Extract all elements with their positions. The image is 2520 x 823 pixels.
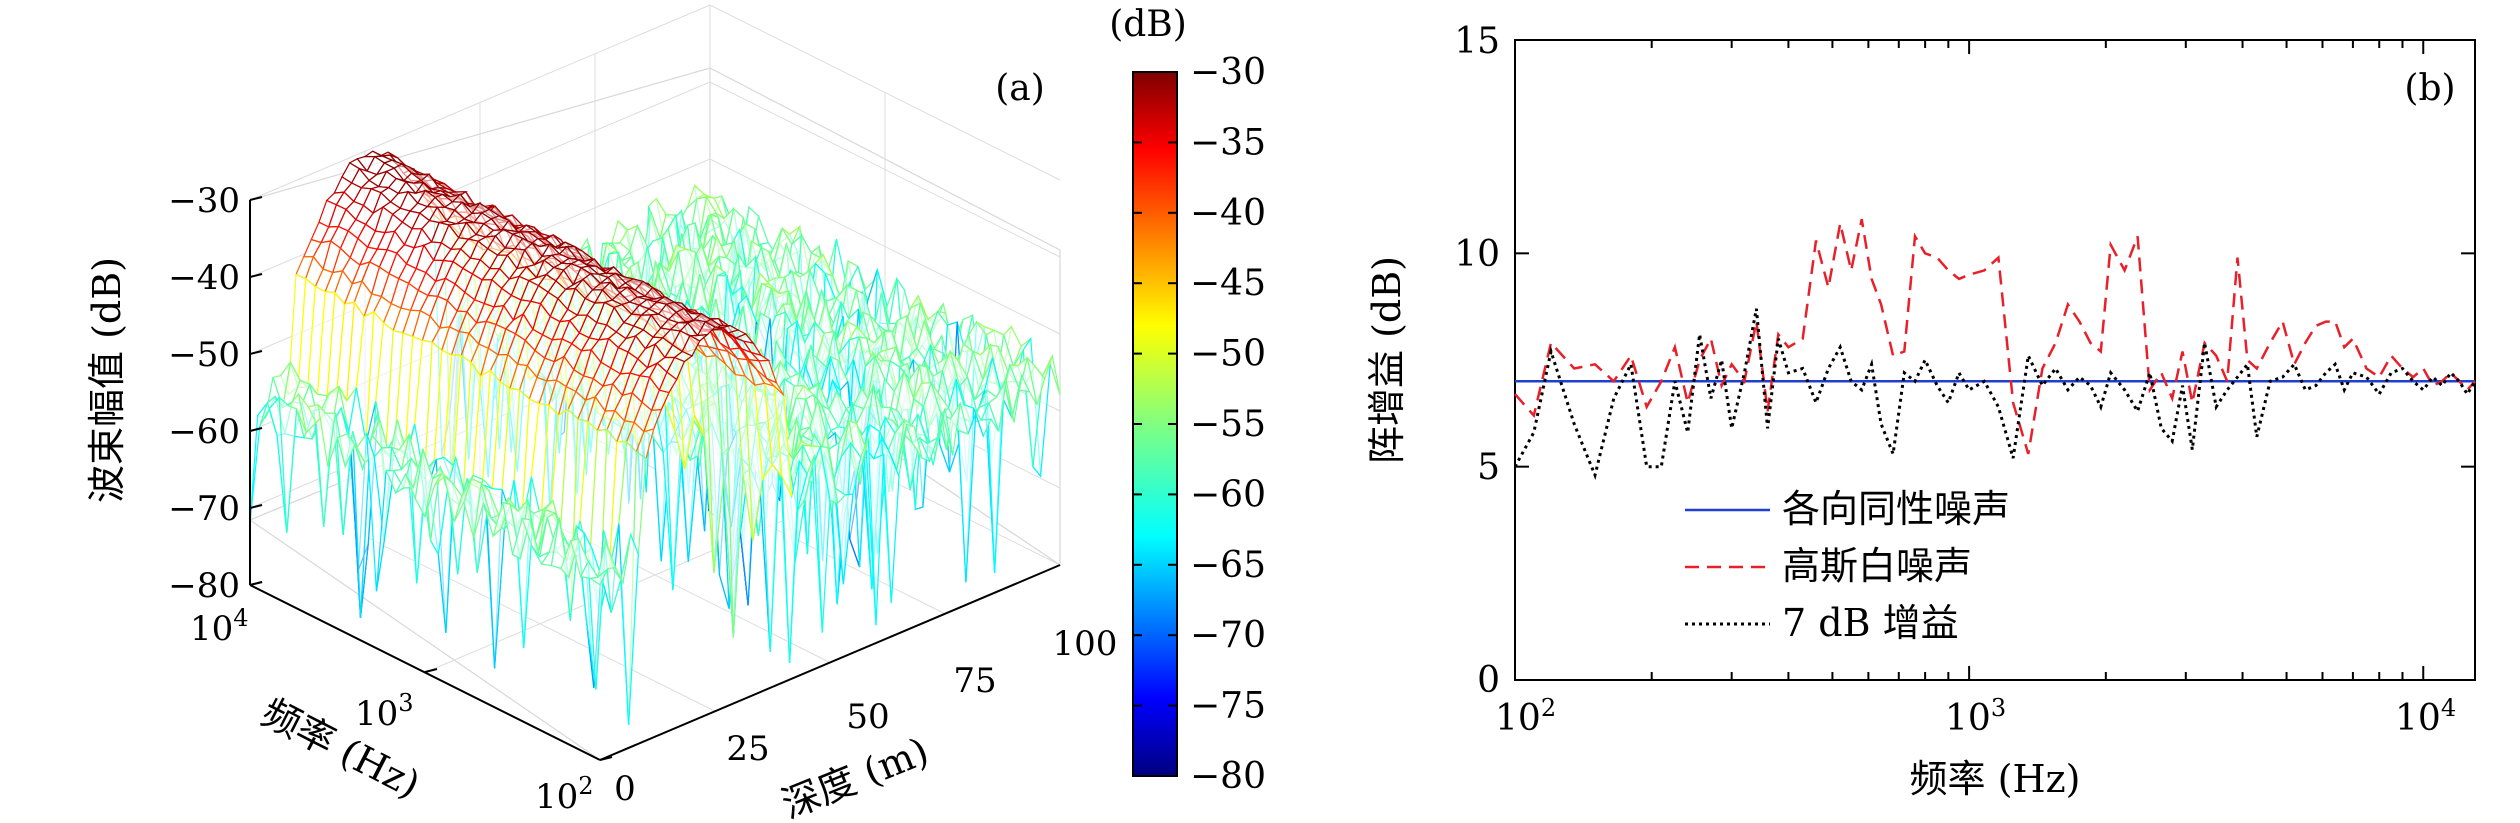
depth-tick-label: 25 — [726, 729, 769, 769]
colorbar-tick-label: −55 — [1190, 404, 1266, 445]
colorbar-tick-label: −60 — [1190, 474, 1266, 515]
x-tick-label: 102 — [1495, 694, 1556, 739]
x-axis-label: 频率 (Hz) — [1910, 757, 2081, 801]
depth-tick-label: 100 — [1053, 624, 1118, 664]
freq-tick-label: 102 — [535, 772, 594, 817]
freq-tick-label: 104 — [190, 604, 249, 649]
legend-label: 高斯白噪声 — [1782, 544, 1972, 588]
z-tick-label: −30 — [168, 181, 240, 221]
z-tick-label: −70 — [168, 489, 240, 529]
x-tick-labels: 102 103 104 — [1495, 694, 2456, 739]
colorbar-tick-label: −45 — [1190, 263, 1266, 304]
freq-tick-label: 103 — [355, 689, 414, 734]
z-axis-label: 波束幅值 (dB) — [85, 257, 129, 503]
depth-axis-line — [599, 564, 1061, 761]
series-line-7db-gain — [1513, 308, 2477, 481]
surface-mesh — [249, 150, 1061, 726]
x-tick-label: 103 — [1945, 694, 2006, 739]
colorbar-tick-label: −30 — [1190, 52, 1266, 93]
y-tick-label: 5 — [1477, 447, 1500, 488]
depth-tick-label: 50 — [846, 697, 889, 737]
colorbar-tick-label: −40 — [1190, 193, 1266, 234]
y-tick-label: 10 — [1454, 234, 1500, 275]
colorbar-unit: (dB) — [1109, 4, 1187, 45]
panel-b-line-chart: 0 5 10 15 102 103 104 频率 (Hz) 阵增益 (dB) (… — [1365, 21, 2477, 801]
series-lines — [1513, 218, 2477, 481]
depth-ticks: 0 25 50 75 100 — [614, 624, 1117, 809]
freq-axis-line — [249, 584, 601, 761]
z-tick-label: −40 — [168, 258, 240, 298]
panel-b-label: (b) — [2404, 68, 2455, 109]
y-axis-label: 阵增益 (dB) — [1365, 256, 1409, 464]
colorbar-ticks: −30 −35 −40 −45 −50 −55 −60 −65 −70 −75 −80 — [1133, 52, 1266, 797]
z-tick-label: −50 — [168, 335, 240, 375]
freq-ticks: 104 103 102 — [190, 581, 613, 817]
z-tick-label: −60 — [168, 412, 240, 452]
y-tick-labels: 0 5 10 15 — [1454, 21, 1500, 701]
x-tick-label: 104 — [2395, 694, 2456, 739]
colorbar-tick-label: −35 — [1190, 122, 1266, 163]
y-tick-label: 0 — [1477, 660, 1500, 701]
colorbar-tick-label: −80 — [1190, 756, 1266, 797]
colorbar-tick-label: −65 — [1190, 545, 1266, 586]
z-ticks: −30 −40 −50 −60 −70 −80 — [168, 181, 263, 606]
colorbar-tick-label: −75 — [1190, 686, 1266, 727]
depth-axis-label: 深度 (m) — [776, 729, 935, 823]
z-tick-label: −80 — [168, 566, 240, 606]
y-tick-label: 15 — [1454, 21, 1500, 62]
panel-a-3d-surface: −30 −40 −50 −60 −70 −80 波束幅值 (dB) 104 10… — [85, 4, 1266, 823]
colorbar-tick-label: −70 — [1190, 615, 1266, 656]
grid-line — [249, 4, 1061, 201]
panel-a-label: (a) — [995, 68, 1045, 109]
legend-label: 7 dB 增益 — [1782, 601, 1959, 645]
plot-area — [1514, 39, 2476, 681]
depth-tick-label: 75 — [953, 661, 996, 701]
axis-ticks — [1514, 39, 2475, 681]
legend-label: 各向同性噪声 — [1782, 487, 2010, 531]
surface-cell — [588, 568, 609, 586]
series-line-white-noise — [1514, 218, 2476, 455]
depth-tick-label: 0 — [614, 769, 636, 809]
legend: 各向同性噪声 高斯白噪声 7 dB 增益 — [1685, 487, 2010, 645]
colorbar-tick-label: −50 — [1190, 334, 1266, 375]
